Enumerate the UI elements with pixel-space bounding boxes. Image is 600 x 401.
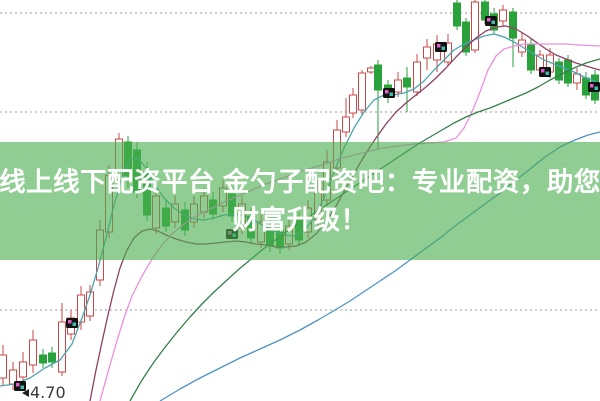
candle-body: [518, 39, 526, 53]
marker-dot-teal: [72, 322, 76, 326]
marker-dot-teal: [545, 71, 549, 75]
marker-dot-pink: [16, 383, 20, 387]
candle-body: [403, 77, 411, 88]
candle-body: [555, 61, 563, 81]
candle-body: [453, 2, 461, 27]
trade-marker-icon: [66, 318, 78, 328]
marker-dot-pink: [68, 320, 72, 324]
candle-body: [349, 94, 357, 114]
marker-dot-teal: [441, 46, 445, 50]
candle-body: [394, 79, 402, 93]
marker-dot-pink: [590, 84, 594, 88]
marker-dot-teal: [20, 385, 24, 389]
low-price-label: 4.70: [30, 383, 66, 401]
candle-body: [367, 67, 375, 73]
marker-dot-pink: [541, 69, 545, 73]
marker-dot-teal: [491, 20, 495, 24]
marker-dot-teal: [594, 86, 598, 90]
marker-dot-teal: [389, 92, 393, 96]
candle-body: [77, 294, 85, 323]
marker-dot-pink: [385, 90, 389, 94]
candle-body: [29, 339, 37, 366]
candle-body: [342, 116, 350, 133]
candle-body: [499, 9, 507, 22]
candle-body: [374, 64, 382, 91]
candle-body: [19, 361, 27, 378]
promo-text-line1: 线上线下配资平台 金勺子配资吧：专业配资，助您: [0, 166, 600, 197]
trade-marker-icon: [14, 381, 26, 391]
marker-dot-pink: [487, 18, 491, 22]
candle-body: [471, 1, 479, 51]
candle-body: [423, 46, 431, 59]
candle-body: [509, 11, 517, 39]
candle-body: [58, 321, 66, 373]
promo-text-line2: 财富升级！: [232, 205, 368, 235]
trade-marker-icon: [485, 16, 497, 26]
candle-body: [48, 352, 56, 363]
trade-marker-icon: [435, 42, 447, 52]
marker-dot-pink: [437, 44, 441, 48]
low-arrow-icon: [22, 389, 29, 397]
candle-body: [413, 61, 421, 93]
trade-marker-icon: [383, 88, 395, 98]
candle-body: [358, 72, 366, 111]
trade-marker-icon: [588, 82, 600, 92]
candle-body: [527, 44, 535, 71]
candle-body: [0, 354, 7, 379]
promo-banner[interactable]: 线上线下配资平台 金勺子配资吧：专业配资，助您 财富升级！: [0, 142, 600, 260]
candle-body: [462, 21, 470, 53]
trade-marker-icon: [539, 67, 551, 77]
candle-body: [39, 354, 47, 364]
